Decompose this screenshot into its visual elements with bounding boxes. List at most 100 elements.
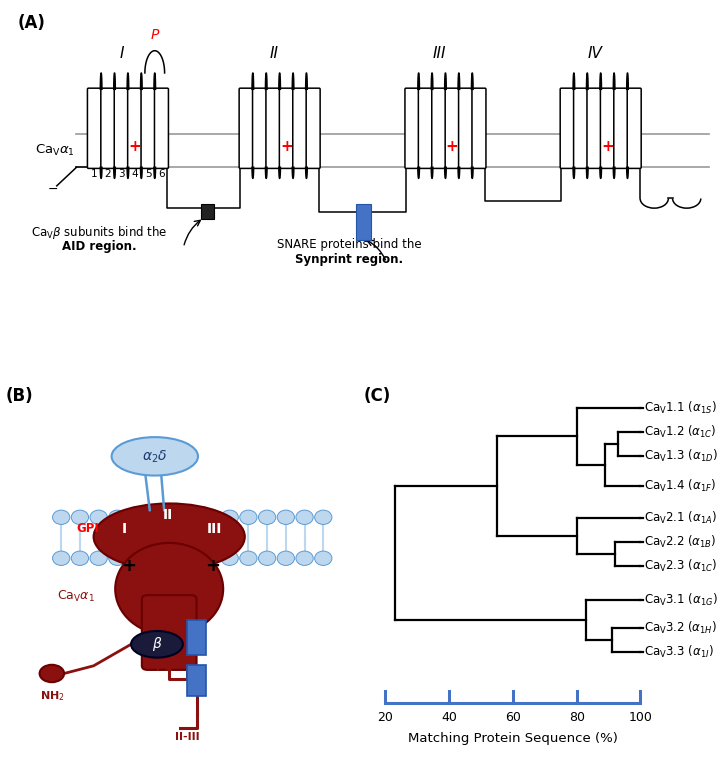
Text: $\alpha_2\delta$: $\alpha_2\delta$ bbox=[142, 448, 168, 465]
FancyBboxPatch shape bbox=[266, 88, 280, 168]
FancyBboxPatch shape bbox=[87, 88, 102, 168]
Text: +: + bbox=[280, 139, 293, 155]
FancyBboxPatch shape bbox=[574, 88, 588, 168]
Bar bbox=[187, 620, 206, 655]
FancyBboxPatch shape bbox=[306, 88, 320, 168]
FancyBboxPatch shape bbox=[127, 88, 142, 168]
Ellipse shape bbox=[296, 551, 313, 565]
Text: 3: 3 bbox=[118, 169, 125, 179]
Bar bbox=[148, 607, 191, 648]
Ellipse shape bbox=[131, 631, 183, 658]
Ellipse shape bbox=[258, 510, 276, 525]
Text: II: II bbox=[163, 508, 173, 522]
Text: Ca$_\mathregular{V}$1.3 ($\alpha_{1D}$): Ca$_\mathregular{V}$1.3 ($\alpha_{1D}$) bbox=[644, 448, 717, 464]
Ellipse shape bbox=[109, 510, 126, 525]
Ellipse shape bbox=[165, 510, 182, 525]
FancyBboxPatch shape bbox=[279, 88, 293, 168]
Ellipse shape bbox=[127, 551, 145, 565]
Text: 40: 40 bbox=[441, 711, 457, 724]
Bar bbox=[356, 205, 371, 240]
Ellipse shape bbox=[90, 551, 107, 565]
FancyBboxPatch shape bbox=[101, 88, 114, 168]
Ellipse shape bbox=[277, 551, 294, 565]
Text: Synprint region.: Synprint region. bbox=[295, 252, 404, 266]
Ellipse shape bbox=[146, 510, 163, 525]
Text: I: I bbox=[121, 522, 127, 536]
Ellipse shape bbox=[53, 510, 70, 525]
Text: I: I bbox=[120, 46, 125, 61]
Text: $\beta$: $\beta$ bbox=[152, 635, 162, 653]
Text: Ca$_\mathregular{V}$3.1 ($\alpha_{1G}$): Ca$_\mathregular{V}$3.1 ($\alpha_{1G}$) bbox=[644, 591, 717, 608]
FancyBboxPatch shape bbox=[293, 88, 307, 168]
Text: −: − bbox=[48, 183, 58, 196]
Ellipse shape bbox=[71, 510, 89, 525]
Bar bbox=[187, 665, 206, 696]
FancyBboxPatch shape bbox=[114, 88, 128, 168]
Text: (B): (B) bbox=[6, 387, 33, 405]
Text: Ca$_\mathregular{V}$1.1 ($\alpha_{1S}$): Ca$_\mathregular{V}$1.1 ($\alpha_{1S}$) bbox=[644, 400, 716, 416]
FancyBboxPatch shape bbox=[600, 88, 614, 168]
Text: +: + bbox=[601, 139, 613, 155]
Text: 100: 100 bbox=[629, 711, 652, 724]
FancyBboxPatch shape bbox=[155, 88, 168, 168]
Circle shape bbox=[40, 665, 64, 682]
FancyBboxPatch shape bbox=[141, 88, 155, 168]
Text: 60: 60 bbox=[505, 711, 521, 724]
Ellipse shape bbox=[146, 551, 163, 565]
FancyBboxPatch shape bbox=[459, 88, 472, 168]
Text: III: III bbox=[433, 46, 446, 61]
Text: GPI: GPI bbox=[76, 522, 99, 535]
Ellipse shape bbox=[109, 551, 126, 565]
Text: Ca$_\mathregular{V}$2.3 ($\alpha_{1C}$): Ca$_\mathregular{V}$2.3 ($\alpha_{1C}$) bbox=[644, 558, 716, 574]
Ellipse shape bbox=[112, 437, 198, 475]
Text: +: + bbox=[121, 557, 135, 575]
Text: 1: 1 bbox=[91, 169, 98, 179]
FancyBboxPatch shape bbox=[142, 595, 197, 670]
Text: +: + bbox=[446, 139, 459, 155]
FancyBboxPatch shape bbox=[614, 88, 628, 168]
FancyBboxPatch shape bbox=[253, 88, 266, 168]
Ellipse shape bbox=[221, 551, 238, 565]
Text: +: + bbox=[205, 557, 220, 575]
Ellipse shape bbox=[315, 551, 332, 565]
Bar bbox=[201, 205, 214, 219]
Text: I-II: I-II bbox=[156, 663, 173, 673]
Text: Ca$_\mathregular{V}$2.1 ($\alpha_{1A}$): Ca$_\mathregular{V}$2.1 ($\alpha_{1A}$) bbox=[644, 510, 716, 526]
Ellipse shape bbox=[115, 543, 223, 635]
Text: NH$_2$: NH$_2$ bbox=[40, 689, 64, 703]
Text: Ca$_\mathregular{V}$$\beta$ subunits bind the: Ca$_\mathregular{V}$$\beta$ subunits bin… bbox=[31, 224, 167, 242]
Text: 20: 20 bbox=[377, 711, 393, 724]
FancyBboxPatch shape bbox=[627, 88, 642, 168]
Ellipse shape bbox=[240, 551, 257, 565]
Text: (C): (C) bbox=[364, 387, 391, 405]
Text: SNARE proteins bind the: SNARE proteins bind the bbox=[277, 238, 422, 251]
Ellipse shape bbox=[53, 551, 70, 565]
Ellipse shape bbox=[277, 510, 294, 525]
Ellipse shape bbox=[165, 551, 182, 565]
Text: IV: IV bbox=[588, 46, 602, 61]
Text: 5: 5 bbox=[145, 169, 151, 179]
Ellipse shape bbox=[296, 510, 313, 525]
Ellipse shape bbox=[184, 551, 201, 565]
Ellipse shape bbox=[71, 551, 89, 565]
Text: Ca$_\mathregular{V}$3.3 ($\alpha_{1I}$): Ca$_\mathregular{V}$3.3 ($\alpha_{1I}$) bbox=[644, 644, 714, 659]
Text: 4: 4 bbox=[131, 169, 138, 179]
Ellipse shape bbox=[240, 510, 257, 525]
Text: II-III: II-III bbox=[175, 732, 199, 742]
Text: Ca$_\mathregular{V}$1.2 ($\alpha_{1C}$): Ca$_\mathregular{V}$1.2 ($\alpha_{1C}$) bbox=[644, 424, 716, 440]
Ellipse shape bbox=[202, 510, 220, 525]
Text: 80: 80 bbox=[569, 711, 585, 724]
Text: Ca$_\mathregular{V}$2.2 ($\alpha_{1B}$): Ca$_\mathregular{V}$2.2 ($\alpha_{1B}$) bbox=[644, 534, 716, 550]
Text: (A): (A) bbox=[18, 14, 46, 32]
Text: Ca$_\mathregular{V}$$\alpha_1$: Ca$_\mathregular{V}$$\alpha_1$ bbox=[35, 143, 75, 158]
Text: $\it{P}$: $\it{P}$ bbox=[150, 28, 160, 42]
Text: Ca$_\mathregular{V}$1.4 ($\alpha_{1F}$): Ca$_\mathregular{V}$1.4 ($\alpha_{1F}$) bbox=[644, 478, 716, 493]
Text: 6: 6 bbox=[158, 169, 165, 179]
Text: +: + bbox=[128, 139, 141, 155]
FancyBboxPatch shape bbox=[587, 88, 601, 168]
Ellipse shape bbox=[221, 510, 238, 525]
Ellipse shape bbox=[127, 510, 145, 525]
FancyBboxPatch shape bbox=[405, 88, 419, 168]
Ellipse shape bbox=[202, 551, 220, 565]
FancyBboxPatch shape bbox=[560, 88, 574, 168]
